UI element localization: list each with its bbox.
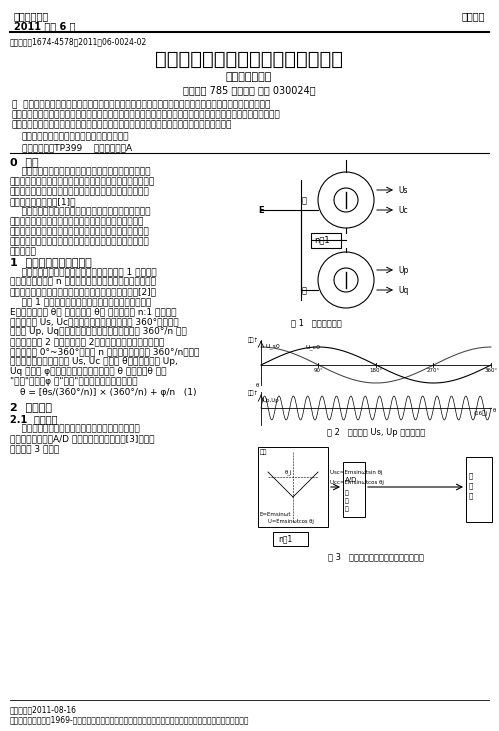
Text: (16个): (16个) bbox=[474, 410, 488, 416]
Text: 多极旋转变压器测角原理及实现方法: 多极旋转变压器测角原理及实现方法 bbox=[155, 50, 343, 69]
Text: 图 3   多极旋转变压器测角装置电路框图: 图 3 多极旋转变压器测角装置电路框图 bbox=[328, 552, 424, 561]
Text: 多极旋转变压器测角装置件由正余旋转变压器、激: 多极旋转变压器测角装置件由正余旋转变压器、激 bbox=[10, 424, 140, 433]
Text: 0  引言: 0 引言 bbox=[10, 157, 38, 167]
Text: 1  粗、精示机构组合原理: 1 粗、精示机构组合原理 bbox=[10, 257, 92, 267]
Text: U=Emsinωtcos θj: U=Emsinωtcos θj bbox=[268, 519, 314, 524]
Text: （国营第 785 厂，山西 太原 030024）: （国营第 785 厂，山西 太原 030024） bbox=[183, 85, 315, 95]
Text: 应用实践: 应用实践 bbox=[462, 11, 485, 21]
Text: Us: Us bbox=[398, 186, 408, 195]
Text: 图 2   粗、精示 Us, Up 对应的波形: 图 2 粗、精示 Us, Up 对应的波形 bbox=[327, 428, 425, 437]
Text: 工作可靠、抗干扰能力强等优点。在机电一体化产品中得到: 工作可靠、抗干扰能力强等优点。在机电一体化产品中得到 bbox=[10, 187, 150, 196]
Text: E，当精示轴角 θ精 与粗示轴角 θ粗 之间速比为 n:1 时，则电: E，当精示轴角 θ精 与粗示轴角 θ粗 之间速比为 n:1 时，则电 bbox=[10, 307, 177, 316]
Text: Uq: Uq bbox=[398, 286, 408, 295]
Text: 组合。先将 0°~360°划分为 n 个区间，每个区间 360°/n，真实: 组合。先将 0°~360°划分为 n 个区间，每个区间 360°/n，真实 bbox=[10, 347, 200, 356]
Text: 90°: 90° bbox=[314, 368, 323, 373]
Text: 计: 计 bbox=[469, 472, 473, 479]
Text: "整数"部分，φ 取"小数"部分，组合后的轴角为：: "整数"部分，φ 取"小数"部分，组合后的轴角为： bbox=[10, 377, 138, 386]
Text: θ = [θs/(360°/n)] × (360°/n) + φ/n   (1): θ = [θs/(360°/n)] × (360°/n) + φ/n (1) bbox=[20, 388, 197, 397]
Text: 合的方法。: 合的方法。 bbox=[10, 247, 37, 256]
Text: 了越来越广泛的应用[1]。: 了越来越广泛的应用[1]。 bbox=[10, 197, 76, 206]
Text: 磁回路、粗精示机A/D 变换器、计算机等构成[3]，电路: 磁回路、粗精示机A/D 变换器、计算机等构成[3]，电路 bbox=[10, 434, 155, 443]
Text: 器: 器 bbox=[345, 506, 349, 512]
Text: 期，而 Up, Uq（精示正弦，精示余弦）信号则以 360°/n 为一: 期，而 Up, Uq（精示正弦，精示余弦）信号则以 360°/n 为一 bbox=[10, 327, 187, 336]
Text: 精: 精 bbox=[302, 286, 307, 295]
Text: 180°: 180° bbox=[369, 368, 383, 373]
Text: 两类：一类由硬件实现，另一类由软件实现。本文介绍一种: 两类：一类由硬件实现，另一类由软件实现。本文介绍一种 bbox=[10, 227, 150, 236]
Text: 构组合的方法。实现多极旋转变压器粗精示组合的方法有: 构组合的方法。实现多极旋转变压器粗精示组合的方法有 bbox=[10, 217, 144, 226]
Text: n：1: n：1 bbox=[314, 235, 330, 244]
Text: U_s0: U_s0 bbox=[266, 343, 281, 349]
Text: 法，完成角度测量；基于此主要介绍了多极旋转变压器的测角原理，并提出了具体实现方法。: 法，完成角度测量；基于此主要介绍了多极旋转变压器的测角原理，并提出了具体实现方法… bbox=[12, 120, 233, 129]
Text: 随转子变化的信号元件，具有高低温性能好、抗振冲能力强、: 随转子变化的信号元件，具有高低温性能好、抗振冲能力强、 bbox=[10, 177, 155, 186]
Text: 旋转变压器是一种精密角度测量装置，是一种输出电压: 旋转变压器是一种精密角度测量装置，是一种输出电压 bbox=[10, 167, 151, 176]
Text: Uc: Uc bbox=[398, 206, 408, 215]
Text: 粗示: 粗示 bbox=[260, 449, 267, 455]
Text: 确定轴角的精确位置，粗精角组合得到真实的机械轴角[2]。: 确定轴角的精确位置，粗精角组合得到真实的机械轴角[2]。 bbox=[10, 287, 157, 296]
Text: 360°: 360° bbox=[485, 368, 498, 373]
Text: E=Emsinωt: E=Emsinωt bbox=[260, 512, 291, 517]
Text: Usc=Emsinωtsin θj: Usc=Emsinωtsin θj bbox=[330, 470, 382, 475]
Text: Up,Up: Up,Up bbox=[263, 398, 280, 403]
Circle shape bbox=[334, 188, 358, 212]
Bar bbox=[343, 462, 365, 517]
Text: 个周期，如图 2 所示。根据图 2，可对多极旋转变压器的轴角: 个周期，如图 2 所示。根据图 2，可对多极旋转变压器的轴角 bbox=[10, 337, 164, 346]
Text: 2  实现方法: 2 实现方法 bbox=[10, 402, 52, 412]
Text: A/D: A/D bbox=[345, 477, 357, 483]
Text: 270°: 270° bbox=[427, 368, 440, 373]
Text: n：1: n：1 bbox=[278, 534, 292, 543]
Text: 幅值↑: 幅值↑ bbox=[248, 337, 259, 343]
Text: 2.1  硬件设计: 2.1 硬件设计 bbox=[10, 414, 57, 424]
Text: 变: 变 bbox=[345, 490, 349, 496]
Text: θ: θ bbox=[256, 383, 259, 388]
Text: U_c0: U_c0 bbox=[306, 344, 321, 349]
Text: 摘  要：旋转变压器作为现代伺服系统中广泛使用的角位置测量元件，大量应用于高精度大中型数控系统、机: 摘 要：旋转变压器作为现代伺服系统中广泛使用的角位置测量元件，大量应用于高精度大… bbox=[12, 100, 270, 109]
Circle shape bbox=[334, 268, 358, 292]
Bar bbox=[311, 233, 341, 248]
Text: 工程实用的由软件实现多极旋转变压器轴角组、精示机构组: 工程实用的由软件实现多极旋转变压器轴角组、精示机构组 bbox=[10, 237, 150, 246]
Text: 算: 算 bbox=[469, 482, 473, 488]
Text: 粗: 粗 bbox=[302, 196, 307, 205]
Text: 轴角落入哪个区间，可由 Us, Uc 计算出 θ，得到，再由 Up,: 轴角落入哪个区间，可由 Us, Uc 计算出 θ，得到，再由 Up, bbox=[10, 357, 178, 366]
Text: Up: Up bbox=[398, 266, 408, 275]
Text: Ucc=Emsinωtcos θj: Ucc=Emsinωtcos θj bbox=[330, 480, 384, 485]
Text: 换: 换 bbox=[345, 498, 349, 504]
Bar bbox=[258, 447, 328, 527]
Text: 作者简介：王星民（1969-），男，山西祁县人，工程师，学士学位，目前从事于工作及研究方向：计算机控制。: 作者简介：王星民（1969-），男，山西祁县人，工程师，学士学位，目前从事于工作… bbox=[10, 715, 249, 724]
Text: θ_j: θ_j bbox=[285, 469, 292, 474]
Text: Uq 计算出 φ，得到若干区间内精确轴角 θ 具体地：θ 只取: Uq 计算出 φ，得到若干区间内精确轴角 θ 具体地：θ 只取 bbox=[10, 367, 167, 376]
Text: 框图如图 3 所示。: 框图如图 3 所示。 bbox=[10, 444, 59, 453]
Text: 粗、精机构组合的含义是粗示机构轴角转过 1 圈时，精: 粗、精机构组合的含义是粗示机构轴角转过 1 圈时，精 bbox=[10, 267, 157, 276]
Text: 机: 机 bbox=[469, 492, 473, 499]
Text: 山西电子技术: 山西电子技术 bbox=[14, 11, 49, 21]
Text: 器人控制、工业控制、武器火力控制及惯性导航领域；为了提高测量精度，目前常用多极旋转变压器粗精组合的方: 器人控制、工业控制、武器火力控制及惯性导航领域；为了提高测量精度，目前常用多极旋… bbox=[12, 110, 281, 119]
Text: 王星民，郭盛杰: 王星民，郭盛杰 bbox=[226, 72, 272, 82]
Text: 中图分类号：TP399    文献标识码：A: 中图分类号：TP399 文献标识码：A bbox=[22, 143, 132, 152]
Text: 关键词：旋转变压器；多极；测角；伺服系统: 关键词：旋转变压器；多极；测角；伺服系统 bbox=[22, 132, 130, 141]
Text: θ: θ bbox=[493, 408, 496, 413]
Text: 幅值↑: 幅值↑ bbox=[248, 390, 259, 395]
Text: 信号相当于 Us, Uc（粗近正弦，粗近余弦）以 360°为一个周: 信号相当于 Us, Uc（粗近正弦，粗近余弦）以 360°为一个周 bbox=[10, 317, 179, 326]
Bar bbox=[273, 532, 308, 546]
Text: 图 1   粗、精示机构: 图 1 粗、精示机构 bbox=[290, 318, 341, 327]
Text: 为了提高测角精度，目前常用多极旋转变压器粗精示机: 为了提高测角精度，目前常用多极旋转变压器粗精示机 bbox=[10, 207, 151, 216]
Text: 收稿日期：2011-08-16: 收稿日期：2011-08-16 bbox=[10, 705, 77, 714]
Text: 示机构轴角则转过 n 圈。即由粗近确定轴角的粗略，由精示: 示机构轴角则转过 n 圈。即由粗近确定轴角的粗略，由精示 bbox=[10, 277, 156, 286]
Text: 如图 1 所示，多极旋转变压器输人的正弦激磁信号为: 如图 1 所示，多极旋转变压器输人的正弦激磁信号为 bbox=[10, 297, 151, 306]
Bar bbox=[466, 457, 492, 522]
Text: 文章编号：1674-4578（2011）06-0024-02: 文章编号：1674-4578（2011）06-0024-02 bbox=[10, 37, 147, 46]
Text: E: E bbox=[258, 206, 263, 215]
Text: 2011 年第 6 期: 2011 年第 6 期 bbox=[14, 21, 75, 31]
